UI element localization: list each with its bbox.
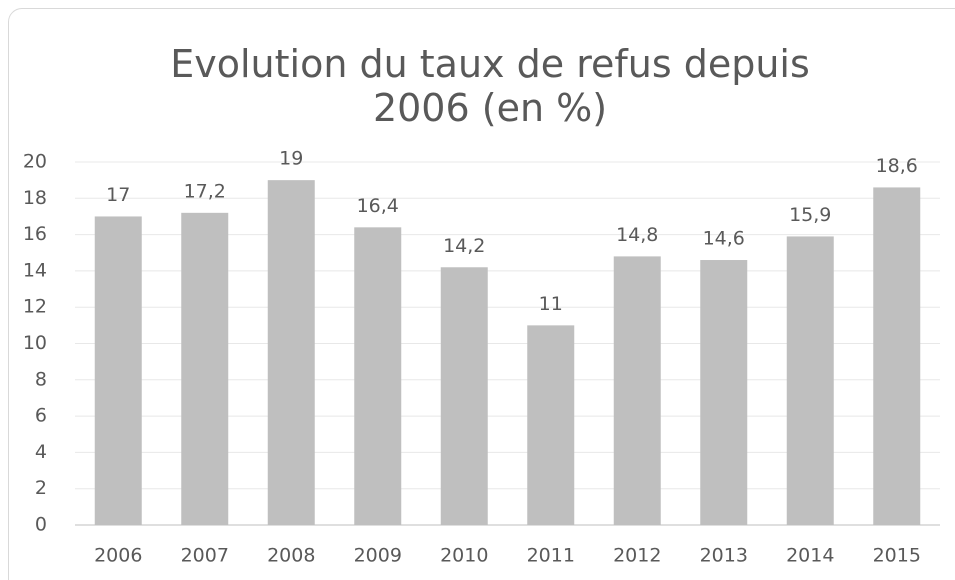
bar <box>873 187 921 525</box>
data-label: 18,6 <box>876 155 918 177</box>
data-label: 14,6 <box>703 228 745 250</box>
x-tick-label: 2015 <box>873 545 921 567</box>
bar <box>613 256 661 525</box>
y-tick-label: 0 <box>35 514 47 536</box>
x-tick-label: 2012 <box>613 545 661 567</box>
bar <box>181 212 229 525</box>
y-tick-label: 18 <box>23 187 47 209</box>
y-tick-label: 20 <box>23 151 47 173</box>
x-tick-label: 2011 <box>527 545 575 567</box>
x-tick-label: 2009 <box>354 545 402 567</box>
bar <box>94 216 142 525</box>
data-label: 17,2 <box>184 180 226 202</box>
x-tick-label: 2010 <box>440 545 488 567</box>
y-tick-label: 8 <box>35 368 47 390</box>
y-tick-label: 12 <box>23 296 47 318</box>
bar <box>786 236 834 526</box>
y-tick-label: 10 <box>23 332 47 354</box>
x-tick-label: 2007 <box>181 545 229 567</box>
bar <box>440 267 488 525</box>
x-tick-label: 2014 <box>786 545 834 567</box>
bar <box>527 325 575 525</box>
data-label: 11 <box>539 293 563 315</box>
bar <box>700 260 748 525</box>
y-tick-label: 14 <box>23 259 47 281</box>
y-tick-label: 6 <box>35 405 47 427</box>
data-label: 17 <box>106 184 130 206</box>
data-label: 19 <box>279 148 303 170</box>
bar <box>354 227 402 525</box>
x-tick-label: 2006 <box>94 545 142 567</box>
data-label: 14,8 <box>616 224 658 246</box>
x-tick-label: 2013 <box>700 545 748 567</box>
chart-title: Evolution du taux de refus depuis 2006 (… <box>170 42 810 130</box>
y-tick-label: 2 <box>35 477 47 499</box>
data-label: 15,9 <box>789 204 831 226</box>
y-tick-label: 4 <box>35 441 47 463</box>
y-tick-label: 16 <box>23 223 47 245</box>
chart-frame <box>8 8 955 580</box>
data-label: 16,4 <box>357 195 399 217</box>
bar <box>267 180 315 525</box>
data-label: 14,2 <box>443 235 485 257</box>
x-tick-label: 2008 <box>267 545 315 567</box>
